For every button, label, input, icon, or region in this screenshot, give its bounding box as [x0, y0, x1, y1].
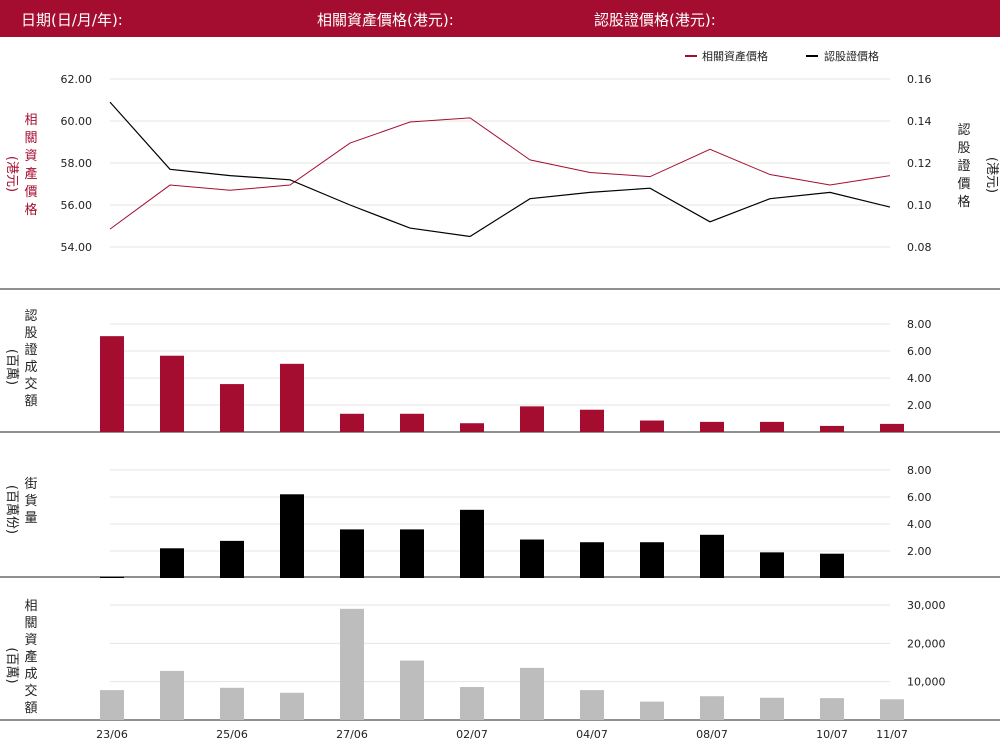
underlying-turnover-bar	[760, 697, 784, 720]
underlying-turnover-bar	[580, 690, 604, 720]
underlying-turnover-bar	[880, 699, 904, 720]
outstanding-y-tick: 8.00	[907, 464, 932, 477]
outstanding-bar	[820, 553, 844, 578]
warrant-turnover-y-tick: 6.00	[907, 345, 932, 358]
outstanding-y-tick: 2.00	[907, 545, 932, 558]
legend-underlying-label: 相關資產價格	[702, 49, 768, 63]
warrant-turnover-bar	[820, 425, 844, 432]
right-y-tick: 0.16	[907, 73, 932, 86]
outstanding-bar	[460, 509, 484, 578]
left-y-tick: 58.00	[61, 157, 93, 170]
outstanding-bar	[100, 576, 124, 578]
x-tick-label: 08/07	[696, 728, 728, 741]
underlying-price-label: 相關資產價格(港元):	[317, 11, 454, 29]
underlying-turnover-axis-label-unit: (百萬)	[4, 647, 19, 683]
outstanding-axis-label-unit: (百萬份)	[4, 485, 19, 534]
left-y-tick: 62.00	[61, 73, 93, 86]
underlying-turnover-bar	[280, 692, 304, 720]
underlying-turnover-y-tick: 30,000	[907, 599, 946, 612]
left-axis-label-unit: (港元)	[4, 156, 19, 192]
outstanding-bar	[160, 548, 184, 578]
warrant-price-label: 認股證價格(港元):	[594, 11, 716, 29]
warrant-turnover-y-tick: 2.00	[907, 399, 932, 412]
x-tick-label: 04/07	[576, 728, 608, 741]
right-y-tick: 0.12	[907, 157, 932, 170]
header-bar: 日期(日/月/年): 相關資產價格(港元): 認股證價格(港元):	[0, 0, 1000, 37]
left-y-tick: 54.00	[61, 241, 93, 254]
warrant-turnover-bar	[160, 355, 184, 432]
warrant-turnover-bar	[580, 409, 604, 432]
underlying-turnover-bar	[820, 698, 844, 720]
x-tick-label: 25/06	[216, 728, 248, 741]
underlying-turnover-bar	[100, 690, 124, 720]
warrant-turnover-bar	[100, 336, 124, 432]
outstanding-bar	[400, 529, 424, 578]
underlying-turnover-bar	[700, 696, 724, 720]
outstanding-bar	[580, 542, 604, 578]
warrant-turnover-bar	[220, 384, 244, 432]
outstanding-bar	[640, 542, 664, 578]
outstanding-bar	[280, 494, 304, 578]
warrant-turnover-axis-label-main: 認股證成交額	[24, 308, 37, 409]
x-tick-label: 27/06	[336, 728, 368, 741]
outstanding-bar	[760, 552, 784, 578]
underlying-turnover-bar	[220, 687, 244, 720]
warrant-turnover-bar	[880, 423, 904, 432]
x-tick-label: 23/06	[96, 728, 128, 741]
underlying-turnover-bar	[640, 701, 664, 720]
outstanding-y-tick: 4.00	[907, 518, 932, 531]
underlying-turnover-axis-label-main: 相關資產成交額	[24, 599, 37, 716]
left-y-tick: 56.00	[61, 199, 93, 212]
warrant-turnover-bar	[640, 420, 664, 432]
warrant-turnover-bar	[340, 413, 364, 432]
underlying-turnover-bar	[160, 670, 184, 720]
outstanding-axis-label-main: 街貨量	[24, 477, 37, 526]
date-label: 日期(日/月/年):	[21, 11, 123, 29]
underlying-turnover-bar	[340, 608, 364, 720]
underlying-turnover-bar	[520, 667, 544, 720]
outstanding-bar	[340, 529, 364, 578]
x-tick-label: 02/07	[456, 728, 488, 741]
outstanding-bar	[220, 540, 244, 578]
warrant-turnover-bar	[460, 423, 484, 432]
warrant-turnover-bar	[280, 363, 304, 432]
x-tick-label: 11/07	[876, 728, 908, 741]
warrant-turnover-axis-label-unit: (百萬)	[4, 349, 19, 385]
warrant-price-line	[109, 101, 891, 238]
warrant-turnover-bar	[400, 413, 424, 432]
underlying-turnover-bar	[400, 660, 424, 720]
left-y-tick: 60.00	[61, 115, 93, 128]
right-axis-label-unit: (港元)	[984, 157, 999, 193]
legend-warrant-label: 認股證價格	[824, 49, 879, 63]
warrant-turnover-bar	[700, 421, 724, 432]
x-tick-label: 10/07	[816, 728, 848, 741]
underlying-price-line	[109, 117, 891, 230]
outstanding-bar	[520, 539, 544, 578]
right-y-tick: 0.14	[907, 115, 932, 128]
right-y-tick: 0.10	[907, 199, 932, 212]
left-axis-label-main: 相關資產價格	[24, 113, 37, 218]
outstanding-bar	[700, 534, 724, 578]
underlying-turnover-y-tick: 10,000	[907, 676, 946, 689]
right-y-tick: 0.08	[907, 241, 932, 254]
warrant-turnover-bar	[760, 421, 784, 432]
underlying-turnover-y-tick: 20,000	[907, 637, 946, 650]
warrant-turnover-y-tick: 8.00	[907, 318, 932, 331]
warrant-turnover-bar	[520, 406, 544, 432]
right-axis-label-main: 認股證價格	[957, 122, 970, 210]
warrant-turnover-y-tick: 4.00	[907, 372, 932, 385]
outstanding-y-tick: 6.00	[907, 491, 932, 504]
underlying-turnover-bar	[460, 687, 484, 720]
